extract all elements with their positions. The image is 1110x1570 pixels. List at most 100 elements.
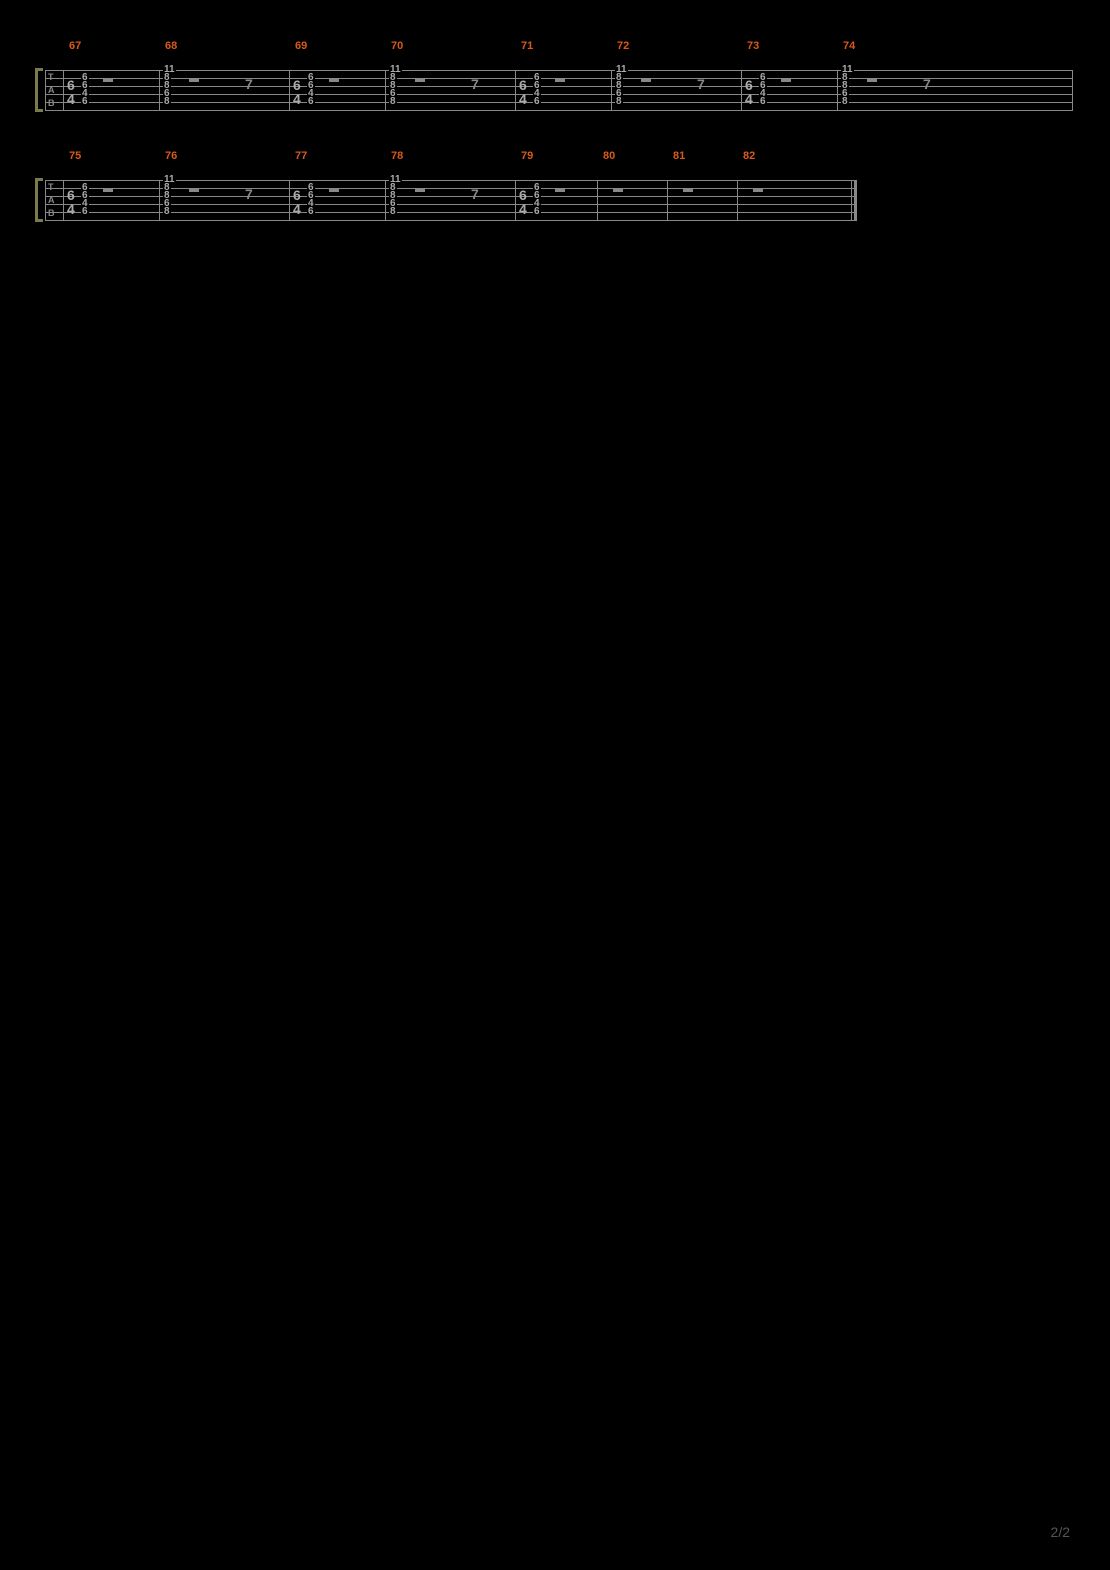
staff-line	[45, 102, 1073, 103]
fret-number: 6	[81, 98, 89, 106]
rest-symbol	[781, 78, 791, 82]
measure-number: 71	[521, 40, 533, 52]
eighth-rest: 7	[245, 76, 253, 92]
time-signature-bottom: 4	[67, 94, 75, 104]
barline	[289, 180, 290, 220]
barline	[159, 180, 160, 220]
measure-number: 79	[521, 150, 533, 162]
measure-number: 72	[617, 40, 629, 52]
measure-number: 82	[743, 150, 755, 162]
fret-number: 8	[615, 98, 623, 106]
time-signature-top: 6	[519, 190, 527, 200]
time-signature-bottom: 4	[293, 204, 301, 214]
barline	[611, 70, 612, 110]
time-signature-top: 6	[67, 190, 75, 200]
rest-symbol	[189, 78, 199, 82]
system-bracket	[35, 178, 43, 222]
eighth-rest: 7	[923, 76, 931, 92]
staff-line	[45, 220, 857, 221]
measure-number: 77	[295, 150, 307, 162]
fret-number: 6	[81, 208, 89, 216]
barline	[45, 70, 46, 110]
barline	[667, 180, 668, 220]
measure-number: 76	[165, 150, 177, 162]
measure-number: 69	[295, 40, 307, 52]
fret-number: 6	[307, 98, 315, 106]
time-signature-top: 6	[67, 80, 75, 90]
barline	[741, 70, 742, 110]
eighth-rest: 7	[245, 186, 253, 202]
rest-symbol	[189, 188, 199, 192]
barline	[385, 70, 386, 110]
rest-symbol	[103, 78, 113, 82]
eighth-rest: 7	[471, 186, 479, 202]
barline	[737, 180, 738, 220]
measure-number: 78	[391, 150, 403, 162]
staff-lines: TAB6466461188687646646118868764664611886…	[45, 70, 1073, 110]
tab-clef-letter: T	[48, 72, 54, 82]
final-barline	[851, 180, 857, 220]
measure-number: 74	[843, 40, 855, 52]
fret-number: 6	[533, 98, 541, 106]
system-bracket	[35, 68, 43, 112]
measure-number: 67	[69, 40, 81, 52]
rest-symbol	[867, 78, 877, 82]
tab-clef-letter: A	[48, 195, 55, 205]
measure-number: 81	[673, 150, 685, 162]
barline	[289, 70, 290, 110]
measure-number: 70	[391, 40, 403, 52]
rest-symbol	[683, 188, 693, 192]
time-signature-top: 6	[293, 80, 301, 90]
barline	[837, 70, 838, 110]
barline	[159, 70, 160, 110]
time-signature-top: 6	[293, 190, 301, 200]
barline	[63, 70, 64, 110]
measure-number: 75	[69, 150, 81, 162]
fret-number: 6	[759, 98, 767, 106]
rest-symbol	[613, 188, 623, 192]
rest-symbol	[329, 188, 339, 192]
tab-clef-letter: A	[48, 85, 55, 95]
staff-lines: TAB64664611886876466461188687646646	[45, 180, 857, 220]
barline	[515, 70, 516, 110]
rest-symbol	[415, 188, 425, 192]
rest-symbol	[329, 78, 339, 82]
staff-line	[45, 94, 1073, 95]
rest-symbol	[555, 78, 565, 82]
measure-number: 73	[747, 40, 759, 52]
tab-clef-letter: B	[48, 98, 55, 108]
fret-number: 6	[307, 208, 315, 216]
fret-number: 8	[841, 98, 849, 106]
time-signature-top: 6	[519, 80, 527, 90]
tab-clef-letter: T	[48, 182, 54, 192]
barline	[515, 180, 516, 220]
time-signature-bottom: 4	[293, 94, 301, 104]
barline	[45, 180, 46, 220]
time-signature-bottom: 4	[519, 94, 527, 104]
staff-line	[45, 110, 1073, 111]
rest-symbol	[641, 78, 651, 82]
staff-line	[45, 70, 1073, 71]
measure-number: 68	[165, 40, 177, 52]
measure-number: 80	[603, 150, 615, 162]
fret-number: 8	[389, 208, 397, 216]
fret-number: 8	[163, 208, 171, 216]
staff-line	[45, 86, 1073, 87]
fret-number: 8	[163, 98, 171, 106]
eighth-rest: 7	[471, 76, 479, 92]
barline	[385, 180, 386, 220]
rest-symbol	[753, 188, 763, 192]
rest-symbol	[415, 78, 425, 82]
time-signature-top: 6	[745, 80, 753, 90]
barline	[63, 180, 64, 220]
eighth-rest: 7	[697, 76, 705, 92]
time-signature-bottom: 4	[519, 204, 527, 214]
barline	[1072, 70, 1073, 110]
time-signature-bottom: 4	[67, 204, 75, 214]
time-signature-bottom: 4	[745, 94, 753, 104]
barline	[597, 180, 598, 220]
fret-number: 8	[389, 98, 397, 106]
fret-number: 6	[533, 208, 541, 216]
tab-clef-letter: B	[48, 208, 55, 218]
rest-symbol	[103, 188, 113, 192]
